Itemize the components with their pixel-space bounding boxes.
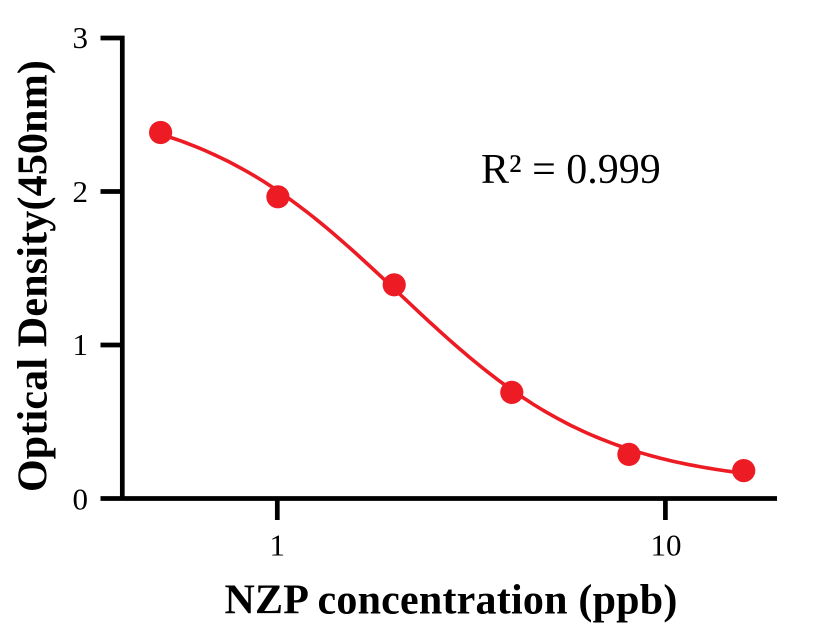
svg-text:2: 2 bbox=[73, 174, 89, 209]
svg-text:NZP concentration (ppb): NZP concentration (ppb) bbox=[224, 578, 677, 624]
svg-text:3: 3 bbox=[73, 20, 89, 55]
svg-text:1: 1 bbox=[270, 528, 286, 563]
svg-text:10: 10 bbox=[651, 528, 682, 563]
svg-text:1: 1 bbox=[73, 327, 89, 362]
svg-text:0: 0 bbox=[73, 482, 89, 517]
svg-text:Optical Density(450nm): Optical Density(450nm) bbox=[11, 60, 57, 492]
svg-text:R² = 0.999: R² = 0.999 bbox=[481, 147, 661, 193]
